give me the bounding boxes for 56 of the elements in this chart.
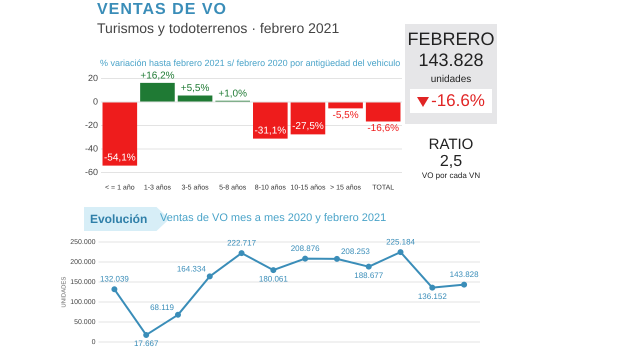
point (111, 286, 118, 292)
chart-title: Evolución (90, 212, 148, 226)
bar (366, 102, 400, 122)
bar (140, 82, 175, 102)
data-label: 132.039 (100, 274, 130, 284)
data-label: -54,1% (104, 152, 136, 164)
text: FEBRERO (406, 29, 496, 50)
bar (178, 95, 212, 102)
y-tick-label: -20 (84, 120, 98, 130)
point (143, 332, 150, 338)
data-label: 164.334 (176, 264, 206, 274)
text: VO por cada VN (420, 171, 482, 180)
data-label: 225.184 (386, 237, 416, 246)
point (366, 264, 372, 270)
point (174, 312, 181, 318)
point (238, 250, 245, 256)
data-label: 208.253 (340, 247, 370, 256)
data-label: -5,5% (332, 110, 359, 122)
text: 2,5 (438, 153, 464, 171)
bar (253, 102, 288, 139)
bar (328, 102, 363, 108)
text: RATIO (428, 136, 474, 153)
data-label: 68.119 (150, 303, 175, 312)
data-label: +5,5% (180, 83, 210, 94)
point (334, 256, 340, 262)
point (206, 273, 213, 280)
data-label: 143.828 (450, 270, 480, 279)
y-tick-label: -40 (84, 144, 98, 154)
y-tick-label: -60 (84, 167, 98, 178)
data-label: 188.677 (354, 270, 384, 280)
text: -16.6% (431, 91, 485, 110)
bar (102, 102, 138, 166)
data-label: 180.061 (258, 274, 288, 284)
point (461, 282, 468, 288)
data-label: -16,6% (367, 123, 400, 134)
y-tick-label: 20 (88, 72, 98, 83)
data-label: 17.667 (134, 339, 159, 348)
point (429, 284, 436, 291)
point (398, 249, 404, 256)
data-label: -27,5% (292, 121, 324, 132)
text: % variación hasta febrero 2021 s/ febrero 2020 por antigüedad del vehiculo (100, 58, 400, 68)
data-label: 222.717 (227, 238, 257, 248)
text: 143.828 (417, 50, 485, 71)
y-tick-label: 0 (92, 96, 98, 106)
data-label: 136.152 (418, 292, 448, 301)
bar (290, 102, 326, 134)
point (270, 267, 276, 274)
point (302, 256, 308, 262)
chart-subtitle: Turismos y todoterrenos · febrero 2021 (97, 20, 340, 36)
data-label: -31,1% (254, 125, 286, 136)
chart-title: VENTAS DE VO (97, 1, 227, 19)
text: unidades (430, 74, 472, 85)
data-label: +16,2% (140, 70, 175, 82)
data-label: +1,0% (218, 88, 248, 100)
chart-subtitle: Ventas de VO mes a mes 2020 y febrero 2021 (160, 212, 386, 224)
data-label: 208.876 (290, 244, 320, 253)
